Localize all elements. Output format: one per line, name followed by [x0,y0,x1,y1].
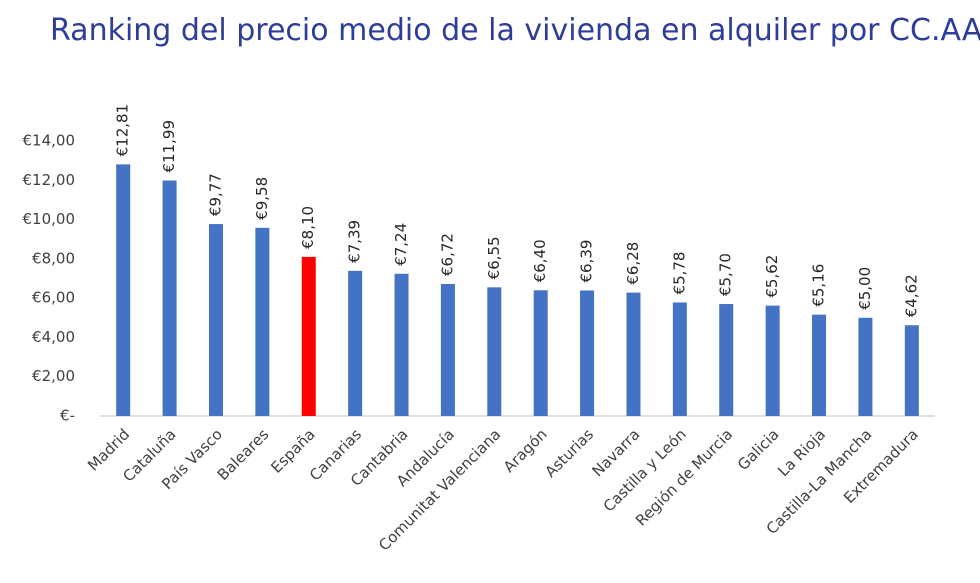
value-label: €11,99 [160,120,178,173]
bar [348,270,363,416]
value-label: €5,62 [763,255,781,298]
bar [301,256,316,416]
value-label: €8,10 [299,206,317,249]
bar [672,302,687,416]
value-label: €12,81 [114,104,132,157]
bar [812,314,827,416]
y-tick-label: €10,00 [23,210,76,228]
y-tick-label: €12,00 [23,171,76,189]
value-label: €7,24 [392,223,410,266]
y-tick-label: €6,00 [32,289,75,307]
bar [255,227,270,416]
bar [394,273,409,416]
value-label: €6,55 [485,236,503,279]
value-label: €6,28 [624,242,642,285]
bar [162,180,177,416]
value-label: €9,58 [253,177,271,220]
x-tick-label: Baleares [214,425,273,484]
value-label: €6,39 [578,240,596,283]
bar [208,224,223,416]
y-tick-label: €2,00 [32,367,75,385]
value-label: €6,40 [531,239,549,282]
bar [440,284,455,416]
value-label: €5,78 [670,252,688,295]
bar [580,290,595,416]
value-label: €7,39 [346,220,364,263]
bar [719,304,734,416]
x-tick-label: Asturias [541,425,597,481]
y-tick-label: €4,00 [32,328,75,346]
value-label: €6,72 [438,233,456,276]
bar [116,164,131,416]
y-tick-label: €- [60,407,75,425]
y-tick-label: €14,00 [23,132,76,150]
bar [487,287,502,416]
value-label: €5,16 [810,264,828,307]
x-tick-label: Castilla y León [600,425,690,515]
y-tick-label: €8,00 [32,249,75,267]
bar [904,325,919,416]
chart-title: Ranking del precio medio de la vivienda … [50,13,980,48]
value-label: €5,00 [856,267,874,310]
bar [765,305,780,416]
value-label: €5,70 [717,253,735,296]
bar [533,290,548,416]
value-label: €4,62 [902,274,920,317]
bar [858,317,873,416]
value-label: €9,77 [206,173,224,216]
bar [626,292,641,416]
